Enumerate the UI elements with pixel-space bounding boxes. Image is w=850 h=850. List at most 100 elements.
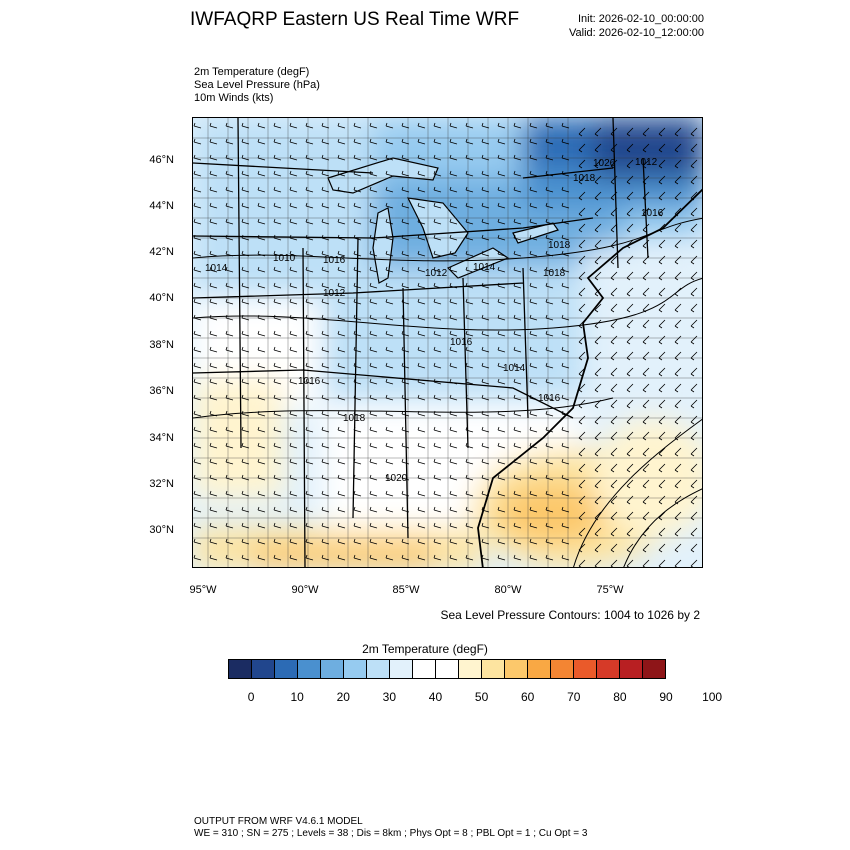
wind-barb xyxy=(465,298,474,305)
wind-barb xyxy=(658,207,666,217)
wind-barb xyxy=(481,138,490,145)
wind-barb xyxy=(193,250,202,257)
wind-barb xyxy=(626,479,634,489)
wind-barb xyxy=(321,346,330,353)
wind-barb xyxy=(690,319,698,329)
wind-barb xyxy=(481,122,490,129)
wind-barb xyxy=(225,314,234,321)
wind-barb xyxy=(401,346,410,353)
wind-barb xyxy=(658,479,666,489)
wind-barb xyxy=(626,415,634,425)
wind-barb xyxy=(257,426,266,433)
pressure-labels: 1026 1016 1018 1014 1010 1016 1012 1012 … xyxy=(205,157,664,484)
wind-barb xyxy=(273,346,282,353)
wind-barb xyxy=(642,543,650,553)
wind-barb xyxy=(626,239,634,249)
wind-barb xyxy=(385,490,394,497)
wind-barb xyxy=(561,186,570,193)
wind-barb xyxy=(353,554,362,561)
wind-barb xyxy=(561,426,570,433)
colorbar-label: 30 xyxy=(382,690,397,704)
wind-barb xyxy=(241,378,250,385)
wind-barb xyxy=(610,511,618,521)
wind-barb xyxy=(497,170,506,177)
lat-label: 38°N xyxy=(149,339,174,351)
wind-barb xyxy=(369,554,378,561)
wind-barb xyxy=(257,522,266,529)
wind-barb xyxy=(561,250,570,257)
wind-barb xyxy=(433,266,442,273)
colorbar-label: 90 xyxy=(659,690,673,704)
wind-barb xyxy=(578,559,586,567)
wind-barb xyxy=(497,522,506,529)
wind-barb xyxy=(674,335,682,345)
wind-barb xyxy=(578,319,586,329)
wind-barb xyxy=(433,330,442,337)
wind-barb xyxy=(401,490,410,497)
wind-barb xyxy=(497,218,506,225)
wind-barb xyxy=(449,154,458,161)
wind-barb xyxy=(545,490,554,497)
colorbar-swatch xyxy=(344,660,367,678)
wind-barb xyxy=(193,458,202,465)
wind-barb xyxy=(674,559,682,567)
wind-barb xyxy=(401,186,410,193)
wind-barb xyxy=(481,522,490,529)
wind-barb xyxy=(513,314,522,321)
wind-barb xyxy=(658,463,666,473)
wind-barb xyxy=(337,522,346,529)
wind-barb xyxy=(626,287,634,297)
wind-barb xyxy=(385,330,394,337)
wind-barb xyxy=(690,207,698,217)
wind-barb xyxy=(545,346,554,353)
wind-barb xyxy=(417,474,426,481)
wind-barb xyxy=(626,447,634,457)
pressure-label: 1018 xyxy=(573,173,596,184)
wind-barb xyxy=(289,202,298,209)
wind-barb xyxy=(674,495,682,505)
wind-barb xyxy=(594,383,602,393)
pressure-label: 1016 xyxy=(538,393,561,404)
wind-barb xyxy=(642,159,650,169)
wind-barb xyxy=(561,282,570,289)
wind-barb xyxy=(241,346,250,353)
wind-barb xyxy=(610,463,618,473)
wind-barb xyxy=(417,298,426,305)
wind-barb xyxy=(273,314,282,321)
wind-barb xyxy=(337,282,346,289)
wind-barb xyxy=(529,170,538,177)
wind-barb xyxy=(209,442,218,449)
wind-barb xyxy=(674,143,682,153)
wind-barb xyxy=(193,442,202,449)
wind-barb xyxy=(626,431,634,441)
wind-barb xyxy=(690,511,698,521)
wind-barb xyxy=(225,138,234,145)
wind-barb xyxy=(353,170,362,177)
wind-barb xyxy=(353,474,362,481)
wind-barb xyxy=(225,154,234,161)
wind-barb xyxy=(401,170,410,177)
wind-barb xyxy=(465,122,474,129)
wind-barb xyxy=(674,351,682,361)
wind-barb xyxy=(193,362,202,369)
wind-barb xyxy=(481,458,490,465)
wind-barb xyxy=(353,426,362,433)
wind-barb xyxy=(321,538,330,545)
wind-barb xyxy=(273,394,282,401)
wind-barb xyxy=(305,458,314,465)
wind-barb xyxy=(273,506,282,513)
wind-barb xyxy=(610,175,618,185)
wind-barb xyxy=(642,527,650,537)
wind-barb xyxy=(257,266,266,273)
wind-barb xyxy=(529,458,538,465)
colorbar xyxy=(228,659,666,679)
wind-barb xyxy=(578,399,586,409)
pressure-label: 1012 xyxy=(323,288,346,299)
colorbar-swatch xyxy=(298,660,321,678)
wind-barb xyxy=(289,410,298,417)
wind-barb xyxy=(417,138,426,145)
wind-barb xyxy=(433,394,442,401)
wind-barb xyxy=(497,442,506,449)
wind-barb xyxy=(658,527,666,537)
wind-barb xyxy=(353,506,362,513)
